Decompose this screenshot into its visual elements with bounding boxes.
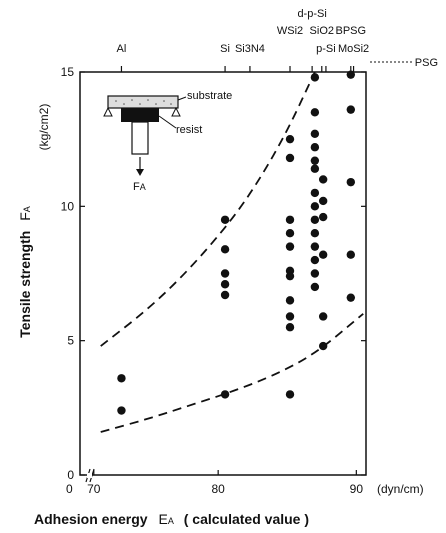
data-point: [318, 212, 328, 222]
y-axis-unit: (kg/cm2): [37, 104, 51, 151]
y-tick-label: 5: [67, 334, 74, 348]
inset-force-sub: A: [140, 182, 146, 192]
data-point: [310, 229, 320, 238]
data-point: [285, 312, 295, 321]
plot-frame: [79, 71, 367, 476]
data-point: [310, 143, 320, 152]
x-axis-symbol-sub: A: [168, 516, 174, 526]
data-point: [346, 105, 356, 114]
data-point: [318, 341, 328, 351]
y-tick-label: 15: [61, 65, 75, 79]
y-tick-label: 10: [61, 199, 75, 213]
data-point: [318, 175, 328, 184]
x-axis-suffix: ( calculated value ): [184, 511, 309, 527]
y-axis-symbol: F: [17, 212, 33, 221]
data-points: [117, 70, 356, 415]
x-tick-label: 80: [211, 482, 225, 496]
x-tick-label: 70: [87, 482, 101, 496]
data-point: [220, 390, 230, 399]
top-material-label: PSG: [415, 57, 438, 69]
x-axis-title-text: Adhesion energy: [34, 511, 148, 527]
inset-force-symbol: F: [133, 181, 140, 193]
top-material-label: MoSi2: [338, 43, 369, 55]
data-point: [346, 293, 356, 302]
data-point: [220, 269, 230, 278]
data-point: [220, 280, 230, 289]
data-point: [310, 242, 320, 251]
data-point: [310, 255, 320, 265]
data-point: [220, 215, 230, 224]
data-point: [220, 245, 230, 254]
inset-force-label: FA: [133, 181, 146, 193]
data-point: [346, 70, 356, 79]
data-point: [310, 202, 320, 211]
y-axis-ticks: 0 5 10 15: [61, 65, 366, 482]
top-material-label: WSi2: [277, 25, 303, 37]
top-material-label: p-Si: [316, 43, 336, 55]
data-point: [285, 134, 295, 144]
inset-resist-leader: [158, 115, 177, 129]
inset-force-arrowhead: [136, 169, 144, 176]
data-point: [310, 164, 320, 173]
data-point: [285, 390, 295, 399]
y-axis-symbol-sub: A: [22, 206, 32, 212]
top-material-label: Si: [220, 43, 230, 55]
x-axis-symbol: E: [158, 511, 167, 527]
data-point: [310, 215, 320, 224]
y-axis-title-text: Tensile strength: [17, 231, 33, 338]
x-tick-label: 90: [350, 482, 364, 496]
data-point: [310, 282, 320, 292]
data-point: [346, 177, 356, 187]
test-setup-inset: substrate resist FA: [103, 90, 232, 193]
inset-substrate-label: substrate: [187, 90, 232, 102]
inset-substrate: [107, 95, 179, 109]
envelope-curves: [100, 71, 364, 433]
inset-substrate-leader: [177, 96, 187, 101]
data-point: [310, 108, 320, 117]
top-material-label: Al: [117, 43, 127, 55]
data-point: [285, 323, 295, 332]
data-point: [117, 374, 126, 383]
x-unit-label: (dyn/cm): [377, 482, 424, 496]
data-point: [310, 188, 320, 198]
data-point: [285, 229, 295, 238]
data-point: [285, 271, 295, 281]
y-axis-title: Tensile strength FA: [17, 206, 33, 338]
envelope-curve: [100, 71, 316, 347]
data-point: [220, 290, 230, 300]
data-point: [285, 215, 295, 224]
inset-support-right: [171, 106, 181, 117]
envelope-curve: [100, 313, 364, 433]
y-tick-label: 0: [67, 468, 74, 482]
data-point: [285, 153, 295, 163]
data-point: [346, 250, 356, 259]
data-point: [318, 196, 328, 206]
top-material-label: d-p-Si: [297, 8, 326, 20]
inset-support-left: [103, 106, 113, 117]
inset-resist-label: resist: [176, 124, 202, 136]
data-point: [285, 296, 295, 305]
top-material-label: Si3N4: [235, 43, 265, 55]
top-material-label: BPSG: [336, 25, 367, 37]
x-axis-title: Adhesion energy EA ( calculated value ): [34, 511, 309, 527]
data-point: [310, 156, 320, 165]
x-origin-label: 0: [66, 482, 73, 496]
data-point: [310, 73, 320, 82]
data-point: [318, 312, 328, 321]
data-point: [310, 129, 320, 138]
data-point: [310, 269, 320, 278]
x-axis-ticks: 70 80 90: [87, 470, 363, 496]
inset-stud: [131, 121, 149, 155]
inset-resist: [121, 108, 159, 122]
data-point: [285, 242, 295, 251]
data-point: [318, 250, 328, 259]
top-material-label: SiO2: [310, 25, 334, 37]
data-point: [117, 406, 126, 415]
